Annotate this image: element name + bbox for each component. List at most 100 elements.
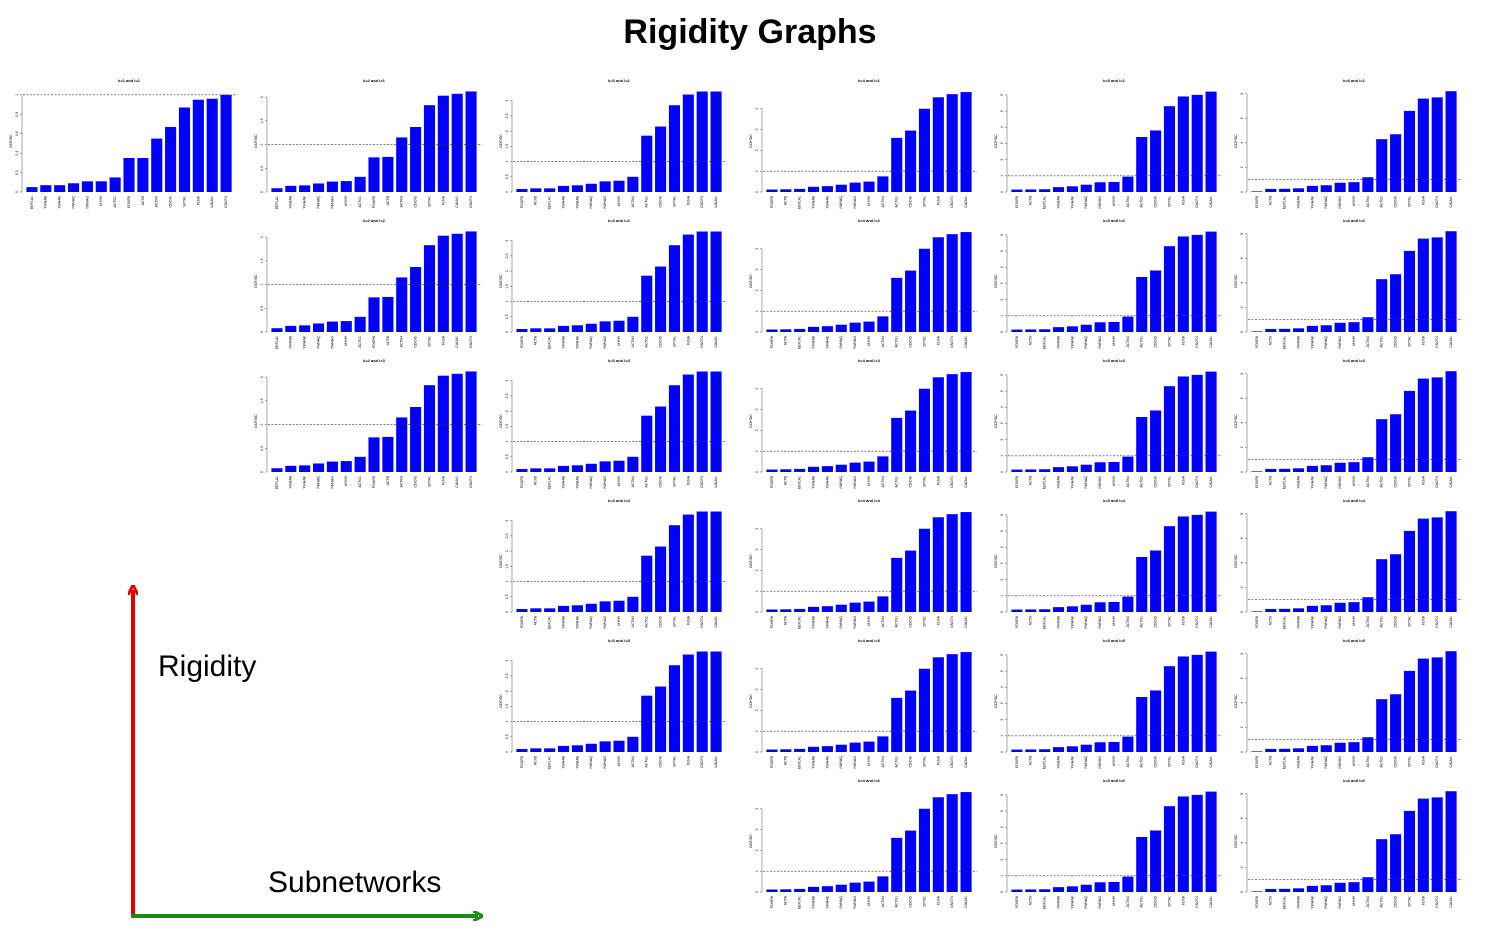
y-tick-label: 4 xyxy=(1240,422,1244,424)
bar xyxy=(641,275,653,332)
x-tick-label: CDC42 xyxy=(659,196,663,208)
bar xyxy=(437,95,449,192)
bar xyxy=(285,465,297,472)
y-tick-label: 2.5 xyxy=(505,113,509,118)
x-tick-label: FLNA xyxy=(936,335,940,345)
y-tick-label: 3 xyxy=(505,380,509,382)
bar xyxy=(1403,670,1416,752)
chart-title: k=4 and l=1 xyxy=(858,78,881,83)
x-tick-label: PDGFB xyxy=(770,615,774,628)
y-tick-label: 3 xyxy=(505,660,509,662)
bar-chart: k=5 and l=6 DOF/DC PDGFB ACTB EEF1A1 YWHAB YWH… xyxy=(994,778,1222,909)
x-tick-label: CALM1 xyxy=(1449,336,1453,348)
x-tick-label: PDGFB xyxy=(1015,615,1019,628)
bar xyxy=(1348,182,1360,192)
x-tick-label: YWHAE xyxy=(303,475,307,489)
x-tick-label: PDGFB xyxy=(1255,755,1259,768)
x-tick-label: CDC42 xyxy=(1394,476,1398,488)
x-tick-label: CNOT4 xyxy=(469,476,473,488)
x-tick-label: ACTB xyxy=(784,475,788,485)
bar xyxy=(960,792,972,892)
bar xyxy=(946,514,958,612)
bar xyxy=(396,417,408,472)
bar-chart: k=6 and l=6 DOF/DC PDGFB ACTB EEF1A1 YWHAB YWH… xyxy=(1234,778,1462,909)
bar xyxy=(960,372,972,472)
y-tick-label: 8 xyxy=(1240,93,1244,95)
x-tick-label: YWHAQ xyxy=(316,476,320,490)
x-tick-label: CDC42 xyxy=(1394,616,1398,628)
x-tick-label: PDGFB xyxy=(770,335,774,348)
y-tick-label: 0 xyxy=(1240,331,1244,333)
x-tick-label: CALM1 xyxy=(714,616,718,628)
x-tick-label: ACTN4 xyxy=(155,196,159,208)
bar xyxy=(557,605,570,612)
y-tick-label: 0.5 xyxy=(505,314,509,319)
y-tick-label: 0 xyxy=(260,191,264,193)
y-tick-label: 0 xyxy=(1000,471,1004,473)
y-tick-label: 6 xyxy=(1240,537,1244,539)
bar xyxy=(354,176,366,192)
x-tick-label: YWHAG xyxy=(853,756,857,770)
x-tick-label: CDC42 xyxy=(1154,196,1158,208)
x-tick-label: YWHAQ xyxy=(589,196,593,210)
x-tick-label: YWHAG xyxy=(853,196,857,210)
bar xyxy=(557,745,570,752)
bar xyxy=(585,183,597,192)
x-tick-label: SPTA1 xyxy=(672,476,676,487)
bar xyxy=(821,886,833,892)
x-tick-label: YWHAG xyxy=(330,196,334,210)
bar xyxy=(1108,601,1120,612)
bar xyxy=(1362,877,1374,892)
bar xyxy=(1066,886,1078,892)
x-tick-label: CALM1 xyxy=(1209,196,1213,208)
bar xyxy=(1334,462,1346,472)
bar xyxy=(766,749,778,752)
x-tick-label: ACTG1 xyxy=(113,196,117,208)
x-tick-label: EEF1A1 xyxy=(1283,616,1287,629)
bar xyxy=(585,463,597,472)
bar xyxy=(1163,246,1176,332)
x-tick-label: YWHAQ xyxy=(839,616,843,630)
y-tick-label: 1 xyxy=(755,310,759,312)
x-tick-label: MYH9 xyxy=(867,616,871,626)
chart-title: k=6 and l=4 xyxy=(1343,498,1366,503)
bar xyxy=(1320,325,1332,332)
x-tick-label: YWHAB xyxy=(44,195,48,209)
x-tick-label: YWHAG xyxy=(330,476,334,490)
x-tick-label: ACTG1 xyxy=(1380,196,1384,208)
x-tick-label: EEF1A1 xyxy=(1283,896,1287,909)
bar-chart: k=2 and l=1 DOF/DC EEF1A1 YWHAB YWHAE YWHAQ YW… xyxy=(254,78,482,209)
x-tick-label: CALM1 xyxy=(1449,616,1453,628)
y-axis-label: DOF/DC xyxy=(1234,414,1238,428)
bar xyxy=(960,232,972,332)
y-tick-label: 3 xyxy=(505,240,509,242)
y-tick-label: 6 xyxy=(1000,794,1004,796)
x-tick-label: YWHAB xyxy=(1296,475,1300,489)
bar xyxy=(599,181,611,192)
x-tick-label: YWHAE xyxy=(58,195,62,209)
x-tick-label: CNOT4 xyxy=(1435,896,1439,908)
y-tick-label: 8 xyxy=(1240,793,1244,795)
y-axis-label: DOF/DC xyxy=(1234,134,1238,148)
x-tick-label: ACTN4 xyxy=(1126,616,1130,628)
x-tick-label: SPTA1 xyxy=(182,196,186,207)
bar-chart: k=3 and l=3 DOF/DC PDGFB ACTB EEF1A1 YWHAB YWH… xyxy=(499,358,727,489)
bar xyxy=(613,320,625,332)
chart-title: k=3 and l=2 xyxy=(608,218,631,223)
x-tick-label: ACTB xyxy=(1029,475,1033,485)
chart-title: k=6 and l=3 xyxy=(1343,358,1366,363)
y-tick-label: 3 xyxy=(755,409,759,411)
bar xyxy=(1108,741,1120,752)
x-tick-label: ACTB xyxy=(386,335,390,345)
y-tick-label: 0.5 xyxy=(260,166,264,171)
bar xyxy=(1205,791,1217,892)
bar xyxy=(863,601,875,612)
x-tick-label: YWHAG xyxy=(603,336,607,350)
x-tick-label: ACTN4 xyxy=(400,196,404,208)
bar xyxy=(835,604,847,612)
bar xyxy=(206,98,218,192)
x-tick-label: YWHAB xyxy=(811,895,815,909)
x-tick-label: MYH9 xyxy=(1112,616,1116,626)
x-tick-label: CNOT4 xyxy=(1435,756,1439,768)
x-tick-label: YWHAG xyxy=(85,196,89,210)
